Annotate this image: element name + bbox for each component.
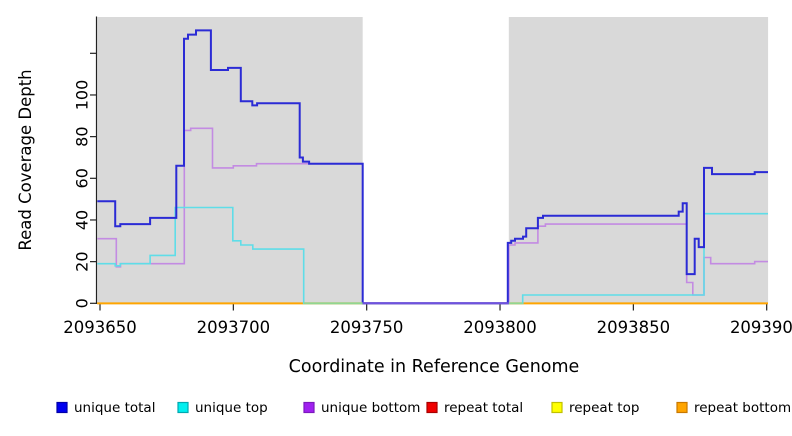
x-tick-label-2093900: 2093900 [730,318,792,337]
legend-swatch-unique-bottom [303,401,315,414]
y-axis-title: Read Coverage Depth [16,69,35,250]
legend-label-repeat-total: repeat total [444,400,523,416]
legend-label-unique-bottom: unique bottom [321,400,420,416]
legend-label-unique-top: unique top [195,400,268,416]
x-tick-label-2093700: 2093700 [197,318,271,337]
x-tick-label-2093750: 2093750 [330,318,404,337]
legend-swatch-unique-total [56,401,68,414]
y-tick-label-60: 60 [73,168,92,188]
series-line-unique-total [97,29,768,305]
x-tick-label-2093650: 2093650 [63,318,137,337]
legend-swatch-repeat-total [426,401,438,414]
y-tick-label-100: 100 [73,80,92,111]
y-tick-label-0: 0 [73,298,92,308]
x-tick-label-2093800: 2093800 [463,318,537,337]
y-tick-label-80: 80 [73,126,92,146]
legend-label-repeat-bottom: repeat bottom [694,400,791,416]
x-axis-title: Coordinate in Reference Genome [289,357,580,377]
legend-swatch-repeat-bottom [676,401,688,414]
y-tick-label-20: 20 [73,251,92,271]
x-tick-label-2093850: 2093850 [597,318,671,337]
masked-region [362,15,509,304]
y-tick-label-40: 40 [73,210,92,230]
legend-label-repeat-top: repeat top [569,400,639,416]
legend-label-unique-total: unique total [74,400,155,416]
legend-swatch-repeat-top [551,401,563,414]
legend-swatch-unique-top [177,401,189,414]
series-line-unique-top [97,206,768,305]
